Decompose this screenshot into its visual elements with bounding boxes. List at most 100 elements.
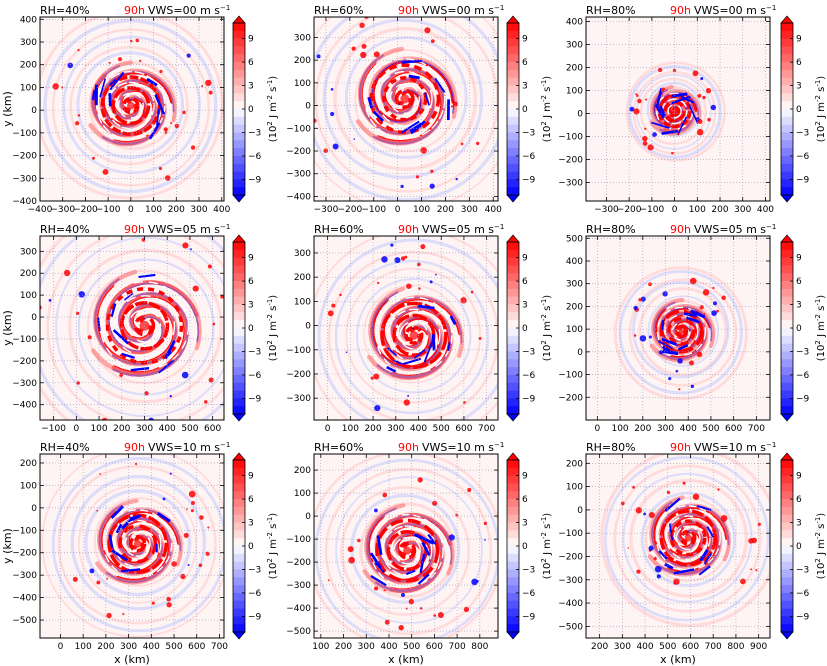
colorbar-extend-min xyxy=(232,413,246,422)
colorbar-segment xyxy=(781,187,793,196)
convective-cell xyxy=(166,602,172,608)
x-tick-label: 700 xyxy=(449,642,466,652)
colorbar-segment xyxy=(233,124,245,133)
convective-cell xyxy=(652,132,657,137)
colorbar-tick-label: 0 xyxy=(522,324,528,334)
spiral-band xyxy=(91,291,189,377)
blue-streak xyxy=(386,365,397,373)
blue-streak xyxy=(401,59,422,64)
convective-cell xyxy=(434,273,437,276)
convective-cell xyxy=(420,147,428,154)
blue-streak xyxy=(661,337,678,346)
convective-cell xyxy=(351,46,356,51)
colorbar-segment xyxy=(233,406,245,415)
convective-cell xyxy=(384,619,390,625)
core-center xyxy=(409,330,419,340)
faint-ring xyxy=(334,259,490,415)
x-tick-label: 0 xyxy=(128,205,134,215)
colorbar-segment xyxy=(233,351,245,360)
blue-streak xyxy=(417,573,430,585)
core-ring xyxy=(669,105,681,117)
convective-cell xyxy=(712,286,715,290)
blue-streak xyxy=(148,122,161,140)
colorbar-segment xyxy=(233,257,245,266)
convective-cell xyxy=(673,582,676,585)
colorbar-5: 9 6 3 0 −3 −6 −9 (102 J m-2 s-1) xyxy=(506,234,553,422)
blue-streak xyxy=(690,309,706,319)
convective-cell xyxy=(151,601,155,605)
core-ring xyxy=(128,535,147,553)
convective-cell xyxy=(429,280,433,284)
colorbar-segment xyxy=(507,538,519,547)
colorbar-segment xyxy=(781,38,793,47)
convective-cell xyxy=(106,612,112,619)
x-axis-label: x (km) xyxy=(660,653,696,666)
colorbar-segment xyxy=(233,491,245,500)
colorbar-segment xyxy=(233,163,245,172)
x-tick-label: 100 xyxy=(413,205,430,215)
colorbar-label: (102 J m-2 s-1) xyxy=(814,295,827,362)
blue-streak xyxy=(405,569,416,576)
x-tick-label: 400 xyxy=(485,205,502,215)
colorbar-segment xyxy=(507,320,519,329)
convective-cell xyxy=(77,49,80,52)
colorbar-segment xyxy=(781,351,793,360)
blue-streak xyxy=(686,316,701,324)
convective-cell xyxy=(643,512,647,516)
colorbar-segment xyxy=(781,475,793,484)
field-layer xyxy=(314,17,498,201)
blue-streak xyxy=(434,77,446,93)
core-ring xyxy=(399,320,429,350)
colorbar-segment xyxy=(507,553,519,562)
vws-label: VWS=05 m s−1 xyxy=(148,223,230,236)
y-tick-label: 100 xyxy=(566,325,583,335)
colorbar-tick-label: 0 xyxy=(522,542,528,552)
time-label: 90h xyxy=(670,4,691,17)
spiral-band xyxy=(105,280,202,355)
colorbar-tick-label: 6 xyxy=(522,495,528,505)
y-tick-label: −300 xyxy=(12,571,37,581)
colorbar-tick-label: 3 xyxy=(796,82,802,92)
colorbar-extend-max xyxy=(232,234,246,243)
convective-cell xyxy=(682,481,686,485)
colorbar-tick-label: 6 xyxy=(796,58,802,68)
colorbar-segment xyxy=(507,328,519,337)
x-tick-label: 100 xyxy=(75,642,92,652)
convective-cell xyxy=(40,305,42,310)
x-tick-label: 400 xyxy=(213,205,230,215)
blue-streak xyxy=(677,116,687,136)
convective-cell xyxy=(199,515,204,520)
convective-cell xyxy=(192,285,199,292)
convective-cell xyxy=(675,369,679,373)
field-layer xyxy=(40,236,224,420)
convective-cell xyxy=(711,310,717,316)
colorbar-segment xyxy=(507,616,519,625)
convective-cell xyxy=(654,565,662,573)
convective-cell xyxy=(327,579,330,582)
field-layer xyxy=(40,17,224,200)
colorbar-segment xyxy=(781,608,793,617)
spiral-band xyxy=(367,305,454,381)
convective-cell xyxy=(360,51,367,59)
x-tick-label: 700 xyxy=(478,424,495,434)
y-tick-label: −400 xyxy=(286,192,311,202)
x-tick-label: 0 xyxy=(73,424,79,434)
y-tick-label: −300 xyxy=(558,576,583,586)
colorbar-segment xyxy=(781,101,793,110)
blue-streak xyxy=(97,317,101,332)
colorbar-segment xyxy=(507,85,519,94)
colorbar-segment xyxy=(507,179,519,188)
colorbar-tick-label: 9 xyxy=(522,35,528,45)
convective-cell xyxy=(339,293,342,297)
rh-label: RH=80% xyxy=(586,223,636,236)
colorbar-tick-label: 9 xyxy=(796,35,802,45)
axes-frame xyxy=(313,235,499,421)
colorbar-segment xyxy=(507,374,519,384)
colorbar-6: 9 6 3 0 −3 −6 −9 (102 J m-2 s-1) xyxy=(780,234,827,422)
core-ring xyxy=(382,76,428,122)
colorbar-segment xyxy=(233,608,245,617)
x-tick-label: 800 xyxy=(727,642,744,652)
colorbar-tick-label: 0 xyxy=(248,324,254,334)
convective-cell xyxy=(327,310,334,317)
blue-streak xyxy=(658,550,668,560)
